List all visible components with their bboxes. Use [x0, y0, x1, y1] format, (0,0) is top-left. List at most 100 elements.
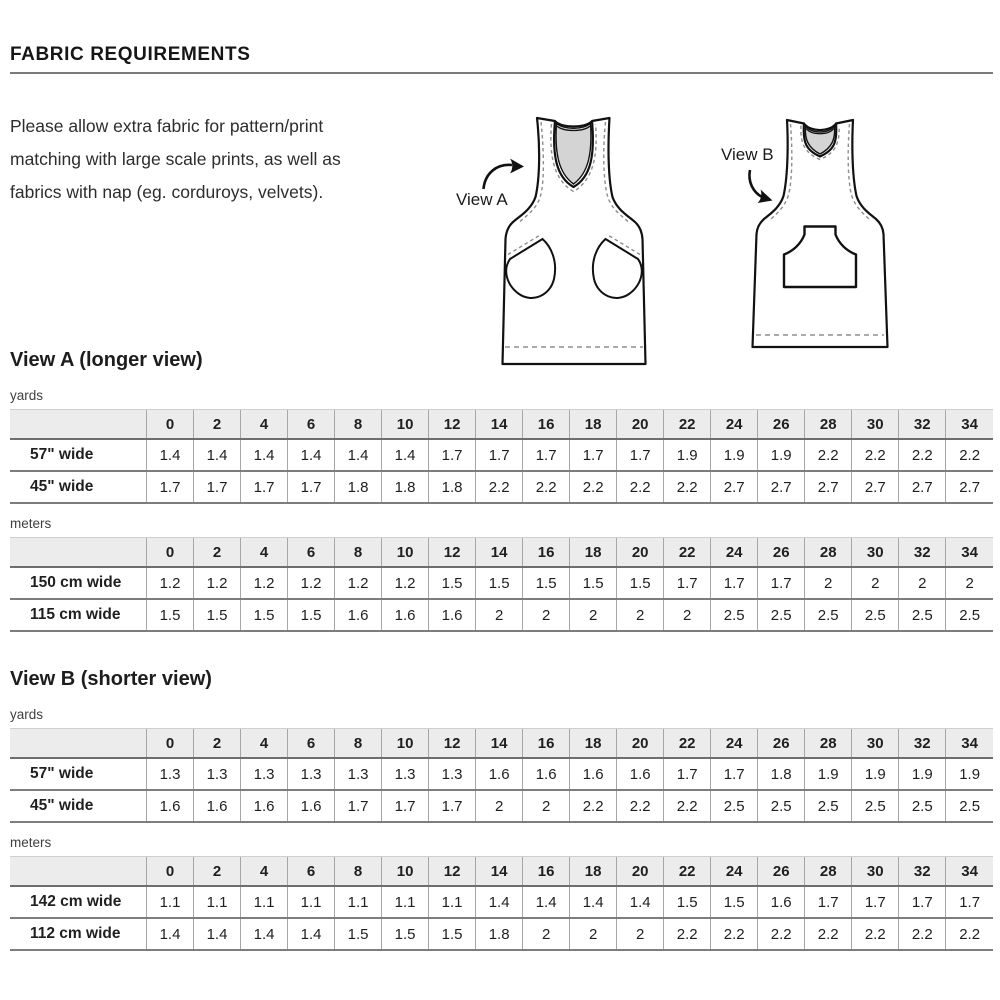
- size-header-cell: 22: [663, 728, 711, 759]
- fabric-value-cell: 2: [898, 567, 946, 600]
- fabric-value-cell: 2: [663, 599, 711, 632]
- fabric-value-cell: 1.4: [522, 886, 570, 919]
- fabric-value-cell: 1.4: [334, 439, 382, 472]
- size-header-cell: 6: [287, 856, 335, 887]
- fabric-value-cell: 2.5: [851, 599, 899, 632]
- fabric-value-cell: 1.6: [757, 886, 805, 919]
- fabric-row: 142 cm wide 1.1 1.1 1.1 1.1 1.1 1.1 1.1 1.4 1.4 1.…: [10, 886, 993, 919]
- fabric-value-cell: 1.5: [663, 886, 711, 919]
- fabric-value-cell: 1.9: [851, 758, 899, 791]
- fabric-value-cell: 2.2: [898, 439, 946, 472]
- fabric-value-cell: 2.2: [616, 471, 664, 504]
- fabric-value-cell: 1.4: [475, 886, 523, 919]
- size-header-cell: 28: [804, 537, 852, 568]
- fabric-value-cell: 1.6: [145, 790, 194, 823]
- fabric-value-cell: 1.4: [145, 439, 194, 472]
- fabric-value-cell: 1.4: [287, 918, 335, 951]
- size-header-cell: 12: [428, 728, 476, 759]
- size-header-cell: 28: [804, 409, 852, 440]
- fabric-value-cell: 2: [522, 599, 570, 632]
- size-header-cell: 20: [616, 728, 664, 759]
- fabric-value-cell: 2: [475, 790, 523, 823]
- fabric-value-cell: 1.6: [616, 758, 664, 791]
- fabric-value-cell: 1.2: [287, 567, 335, 600]
- fabric-value-cell: 1.9: [757, 439, 805, 472]
- table-corner-cell: [10, 537, 147, 568]
- fabric-row: 115 cm wide 1.5 1.5 1.5 1.5 1.6 1.6 1.6 2 2 2 2 2 2.5…: [10, 599, 993, 632]
- fabric-value-cell: 1.8: [475, 918, 523, 951]
- fabric-value-cell: 2.2: [945, 439, 993, 472]
- size-header-cell: 16: [522, 728, 570, 759]
- size-header-cell: 10: [381, 856, 429, 887]
- view-a-label: View A: [456, 190, 508, 209]
- fabric-value-cell: 2.2: [663, 790, 711, 823]
- fabric-value-cell: 1.3: [193, 758, 241, 791]
- size-header-cell: 12: [428, 409, 476, 440]
- fabric-value-cell: 1.7: [522, 439, 570, 472]
- fabric-value-cell: 1.8: [334, 471, 382, 504]
- view-b-yards-label: yards: [10, 707, 44, 722]
- fabric-value-cell: 1.7: [428, 790, 476, 823]
- fabric-value-cell: 1.9: [898, 758, 946, 791]
- fabric-value-cell: 2.2: [757, 918, 805, 951]
- intro-line: fabrics with nap (eg. corduroys, velvets…: [10, 182, 324, 202]
- fabric-value-cell: 2.5: [804, 599, 852, 632]
- fabric-value-cell: 1.6: [287, 790, 335, 823]
- fabric-value-cell: 2.7: [757, 471, 805, 504]
- view-a-neck-facing: [555, 121, 592, 185]
- view-a-meters-label: meters: [10, 516, 52, 531]
- fabric-value-cell: 2.7: [710, 471, 758, 504]
- fabric-value-cell: 1.1: [145, 886, 194, 919]
- row-label-cell: 57" wide: [10, 758, 147, 791]
- fabric-value-cell: 2.5: [804, 790, 852, 823]
- fabric-value-cell: 1.7: [145, 471, 194, 504]
- size-header-cell: 34: [945, 409, 993, 440]
- fabric-value-cell: 1.1: [334, 886, 382, 919]
- size-header-cell: 8: [334, 728, 382, 759]
- fabric-value-cell: 1.7: [428, 439, 476, 472]
- fabric-value-cell: 2: [569, 918, 617, 951]
- view-b-apron-drawing: [748, 118, 889, 349]
- fabric-value-cell: 2.5: [757, 599, 805, 632]
- size-header-cell: 20: [616, 409, 664, 440]
- fabric-value-cell: 2.5: [710, 599, 758, 632]
- view-b-center-pocket: [782, 225, 858, 289]
- size-header-cell: 14: [475, 728, 523, 759]
- fabric-value-cell: 2.5: [710, 790, 758, 823]
- fabric-table: 0 2 4 6 8 10 12 14 16 18 20 22 24 26 28 30 32 34 57" wide 1…: [10, 409, 993, 504]
- fabric-value-cell: 2: [522, 790, 570, 823]
- size-header-cell: 2: [193, 409, 241, 440]
- size-header-cell: 0: [145, 728, 194, 759]
- fabric-value-cell: 2.7: [851, 471, 899, 504]
- view-b-meters-table: 0 2 4 6 8 10 12 14 16 18 20 22 24 26 28 30 32 34 142 cm wi…: [10, 856, 993, 951]
- fabric-value-cell: 1.1: [193, 886, 241, 919]
- view-a-yards-label: yards: [10, 388, 44, 403]
- fabric-value-cell: 1.8: [428, 471, 476, 504]
- fabric-value-cell: 1.7: [240, 471, 288, 504]
- row-label-cell: 45" wide: [10, 471, 147, 504]
- fabric-table: 0 2 4 6 8 10 12 14 16 18 20 22 24 26 28 30 32 34 142 cm wi…: [10, 856, 993, 951]
- view-b-meters-label: meters: [10, 835, 52, 850]
- fabric-value-cell: 1.1: [381, 886, 429, 919]
- size-header-cell: 30: [851, 728, 899, 759]
- row-label-cell: 45" wide: [10, 790, 147, 823]
- size-header-cell: 2: [193, 856, 241, 887]
- view-a-stitch-lines: [505, 121, 643, 348]
- size-header-cell: 6: [287, 728, 335, 759]
- view-a-meters-table: 0 2 4 6 8 10 12 14 16 18 20 22 24 26 28 30 32 34 150 cm wi…: [10, 537, 993, 632]
- size-header-cell: 2: [193, 537, 241, 568]
- fabric-value-cell: 1.5: [145, 599, 194, 632]
- fabric-value-cell: 1.9: [710, 439, 758, 472]
- size-header-cell: 10: [381, 537, 429, 568]
- fabric-value-cell: 1.7: [287, 471, 335, 504]
- fabric-value-cell: 1.3: [145, 758, 194, 791]
- fabric-value-cell: 1.7: [381, 790, 429, 823]
- size-header-cell: 24: [710, 409, 758, 440]
- title-divider: [10, 72, 993, 74]
- fabric-value-cell: 1.4: [616, 886, 664, 919]
- fabric-value-cell: 1.1: [287, 886, 335, 919]
- fabric-value-cell: 1.6: [475, 758, 523, 791]
- fabric-table: 0 2 4 6 8 10 12 14 16 18 20 22 24 26 28 30 32 34 57" wide 1…: [10, 728, 993, 823]
- size-header-cell: 32: [898, 856, 946, 887]
